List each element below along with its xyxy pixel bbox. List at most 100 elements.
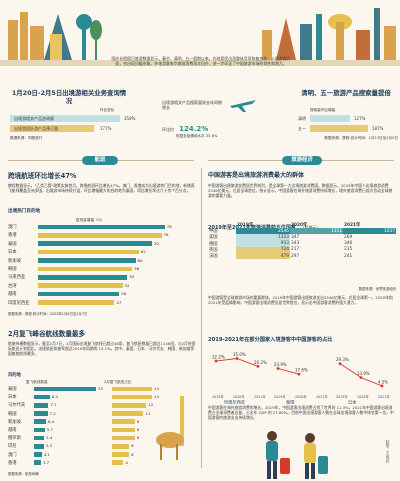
chart2-value-a: 7.2 <box>49 410 56 416</box>
chart2-bar-a <box>34 403 49 408</box>
chart2-value-b: 8 <box>136 435 140 441</box>
share-group-label: 日本 <box>348 399 357 405</box>
chart2-value-b: 14 <box>154 394 159 400</box>
chart1-bars: 澳门 78 香港 76 泰国 70 日本 62 新加坡 60 韩国 58 马来西亚 55 台湾 52 越南 50 印… <box>8 224 196 316</box>
share-x-label: 2020年 <box>295 394 307 399</box>
chart2-bars: 泰国 33 14 日本 8.4 14 马尔代夫 7.7 12 韩国 7.2 11 新加坡 6.4 8 越南 5.… <box>8 386 168 470</box>
chart1-row-label: 马来西亚 <box>8 275 26 281</box>
chart1-bar <box>38 233 162 238</box>
chart2-value-b: 8 <box>136 427 140 432</box>
chart2-bar-a <box>34 386 96 392</box>
chart2-value-a: 5.4 <box>46 435 53 441</box>
chart2-row-label: 越南 <box>8 428 17 433</box>
chart1-value: 76 <box>163 232 169 238</box>
chart2-row-label: 韩国 <box>8 411 17 417</box>
table-header-row: 2019年 2020年 2021年 <box>237 223 361 229</box>
share-x-label: 2020年 <box>357 394 369 399</box>
share-group-label: 印度尼西亚 <box>224 399 245 405</box>
chart1-row-label: 越南 <box>8 292 17 298</box>
share-point <box>380 384 384 388</box>
chart2-row-label: 泰国 <box>8 387 17 392</box>
table-row: 法国 479 297 241 <box>209 252 353 260</box>
chart1-bar <box>38 283 123 288</box>
chart1-row-label: 泰国 <box>8 241 17 247</box>
chart1-row-label: 韩国 <box>8 267 17 272</box>
right-heading-1: 中国游客是出境旅游消费最大的群体 <box>208 172 305 179</box>
sec1-mid-footnote: 恢复至疫情前水平 35.6% <box>176 134 218 138</box>
chart2-row-label: 澳门 <box>8 452 17 458</box>
share-point <box>359 376 363 379</box>
share-x-label: 2021年 <box>378 394 390 399</box>
chart2-value-b: 6 <box>131 451 134 457</box>
camel-illustration <box>150 396 200 470</box>
pill-flights: 航班 <box>82 156 118 165</box>
share-line-chart: 32.2% 35.0% 26.2% 2019年 2020年 2021年 印度尼西亚 23.9%… <box>208 346 396 406</box>
table-source: 数据来源：世界旅游组织 <box>358 287 396 291</box>
right-paragraph-1: 中国游客出境旅游花费居世界前列，是全球第一大出境旅游消费国。数据显示，2019年… <box>208 183 393 198</box>
chart1-row-label: 澳门 <box>8 225 17 230</box>
chart2-source: 数据来源：航旅纵横 <box>8 472 39 476</box>
sec2-row-1: 五一 187% <box>298 125 384 132</box>
chart2-row-label: 马尔代夫 <box>8 403 26 409</box>
right-heading-2: 2019-2021年在部分国家入境游客中中国游客的占比 <box>208 337 333 343</box>
chart1-value: 47 <box>116 299 122 305</box>
share-point <box>214 359 218 363</box>
sec1-title: 1月20日-2月5日出境游相关业务查询情况 <box>11 89 127 105</box>
share-x-label: 2020年 <box>233 394 245 399</box>
sec1-source: 数据来源：同程旅行 <box>10 136 43 140</box>
chart1-value: 70 <box>153 240 159 246</box>
chart1-bar <box>38 300 115 305</box>
chart2-bar-b <box>112 411 144 416</box>
chart2-bar-a <box>34 435 45 441</box>
chart1-row-label: 台湾 <box>8 283 17 289</box>
share-point <box>338 362 342 366</box>
chart1-row-label: 日本 <box>8 250 17 256</box>
sec1-row-1: 出境游团队游产品预订量 177% <box>10 125 156 133</box>
chart2-bar-b <box>112 394 152 400</box>
chart2-bar-b <box>112 403 147 408</box>
chart2-bar-b <box>112 452 130 457</box>
table-row: 英国 724 217 235 <box>209 246 353 253</box>
chart2-value-a: 7.7 <box>50 402 57 408</box>
chart2-bar-a <box>34 460 41 465</box>
share-point <box>256 365 260 368</box>
chart1-value: 78 <box>166 224 172 229</box>
share-x-label: 2019年 <box>212 394 224 399</box>
chart2-value-a: 5.7 <box>46 427 53 432</box>
chart1-row-label: 香港 <box>8 233 17 239</box>
share-point <box>297 372 301 376</box>
chart1-bar <box>38 249 139 255</box>
left-paragraph-2: 航旅纵横数据显示，截至2月7日，2月国际出境复飞航线已超过48条，复飞航班数量已… <box>8 341 196 356</box>
intro-text: 国庆长假假日旅游数据显示，春节、清明、五一假期以来，内地居民出游整体呈现恢复态势… <box>111 56 291 66</box>
chart2-value-a: 33 <box>98 386 103 391</box>
left-heading-2: 2月复飞峰谷航线数量最多 <box>8 330 86 338</box>
spending-table: 2019年 2020年 2021年 中国 2546 1311 1057 美国 1… <box>208 222 396 260</box>
sec1-subtitle: 环比变化 <box>100 108 115 112</box>
chart2-value-a: 4.1 <box>43 451 50 457</box>
chart2-value-a: 5.3 <box>45 443 53 449</box>
chart1-legend: 航班量增幅（%） <box>76 218 105 222</box>
chart2-value-a: 6.4 <box>48 418 55 424</box>
share-value-label: 29.3% <box>336 357 349 362</box>
share-line <box>277 368 300 375</box>
chart2-bar-b <box>112 444 130 449</box>
chart2-row-label: 印尼 <box>8 444 17 450</box>
travelers-illustration <box>252 428 342 481</box>
share-value-label: 23.9% <box>274 362 287 367</box>
chart2-bar-a <box>34 394 50 400</box>
left-paragraph-1: 携程数据显示，"乙类乙管"政策实施首月，跨境航班环比增长47%。澳门、香港成为出… <box>8 183 195 193</box>
chart2-value-a: 3.7 <box>42 459 50 465</box>
share-point <box>235 357 239 360</box>
chart1-bar <box>38 266 133 272</box>
chart2-value-b: 11 <box>145 410 151 416</box>
chart1-bar <box>38 241 152 246</box>
table-row: 中国 2546 1311 1057 <box>209 228 396 235</box>
chart2-bar-a <box>34 411 48 416</box>
sec2-row-0: 清明 127% <box>298 115 366 122</box>
right-paragraph-3: 中国游客在海外旅游消费的增长，2019年，中国游客出境消费占到了世界的 11.3… <box>208 405 394 420</box>
chart2-bar-b <box>112 435 135 441</box>
share-x-label: 2019年 <box>336 394 348 399</box>
share-value-label: 13.9% <box>357 371 370 376</box>
table-row: 美国 1323 347 269 <box>209 234 353 241</box>
